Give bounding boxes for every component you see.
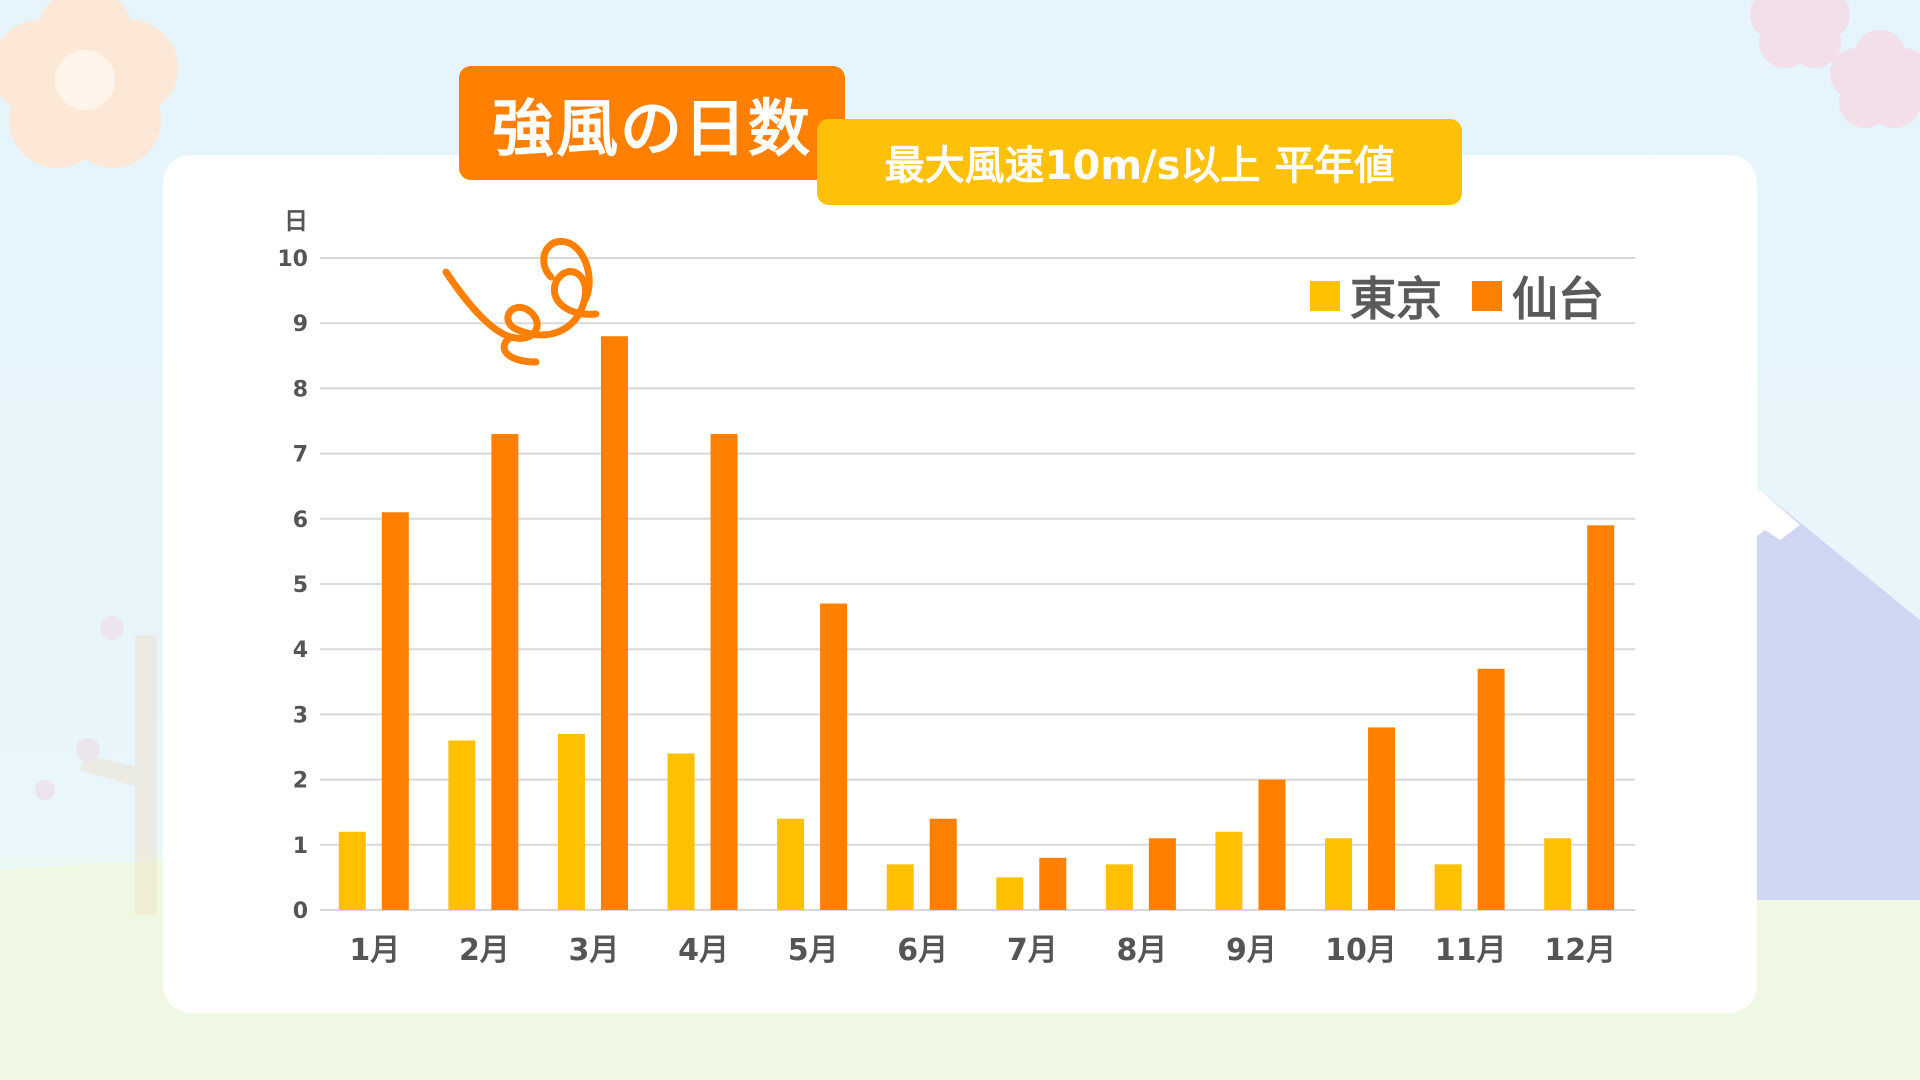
legend-item-sendai: 仙台 — [1472, 263, 1604, 329]
bar-tokyo-4 — [667, 753, 695, 910]
bar-tokyo-10 — [1325, 838, 1353, 910]
gridlines — [320, 257, 1635, 911]
y-tick-label: 7 — [293, 443, 308, 468]
y-tick-label: 3 — [293, 703, 308, 728]
bar-sendai-11 — [1477, 668, 1505, 910]
x-tick-label: 12月 — [1544, 933, 1616, 968]
chart-legend: 東京 仙台 — [1310, 268, 1604, 326]
bar-tokyo-9 — [1215, 831, 1243, 910]
y-axis-unit-label: 日 — [284, 207, 308, 235]
x-tick-label: 6月 — [897, 933, 948, 968]
bar-sendai-1 — [381, 512, 409, 910]
x-tick-label: 5月 — [788, 933, 839, 968]
bar-tokyo-3 — [557, 733, 585, 910]
bar-sendai-8 — [1148, 838, 1176, 910]
tree-branch — [35, 616, 157, 915]
x-tick-label: 7月 — [1007, 933, 1058, 968]
wind-swirl-icon — [442, 237, 600, 366]
y-tick-label: 9 — [293, 312, 308, 337]
plum-blossom-icon — [1750, 0, 1850, 68]
bar-sendai-6 — [929, 818, 957, 910]
bar-sendai-10 — [1368, 727, 1396, 910]
x-tick-label: 1月 — [349, 933, 400, 968]
y-tick-label: 5 — [293, 573, 308, 598]
bar-tokyo-11 — [1434, 864, 1462, 910]
y-tick-label: 4 — [293, 638, 308, 663]
bar-sendai-7 — [1039, 857, 1067, 910]
bar-sendai-4 — [710, 434, 738, 910]
legend-swatch-tokyo — [1310, 281, 1340, 311]
y-tick-label: 10 — [277, 247, 308, 272]
x-tick-label: 4月 — [678, 933, 729, 968]
y-tick-label: 8 — [293, 377, 308, 402]
plum-blossom-icon — [0, 0, 178, 168]
x-tick-label: 9月 — [1226, 933, 1277, 968]
chart-subtitle: 最大風速10m/s以上 平年値 — [817, 119, 1462, 205]
bar-tokyo-8 — [1105, 864, 1133, 910]
y-tick-label: 1 — [293, 834, 308, 859]
x-tick-label: 2月 — [459, 933, 510, 968]
x-tick-label: 3月 — [569, 933, 620, 968]
chart-title: 強風の日数 — [459, 66, 845, 180]
y-tick-label: 0 — [293, 899, 308, 924]
bar-tokyo-12 — [1544, 838, 1572, 910]
bar-sendai-9 — [1258, 779, 1286, 910]
x-tick-label: 8月 — [1116, 933, 1167, 968]
legend-label-sendai: 仙台 — [1512, 272, 1604, 326]
y-tick-label: 6 — [293, 508, 308, 533]
bars — [338, 336, 1615, 910]
bar-tokyo-1 — [338, 831, 366, 910]
legend-swatch-sendai — [1472, 281, 1502, 311]
bar-tokyo-2 — [448, 740, 476, 910]
bar-sendai-12 — [1587, 525, 1615, 910]
legend-item-tokyo: 東京 — [1310, 263, 1442, 329]
x-axis-ticks: 1月 2月 3月 4月 5月 6月 7月 8月 9月 10月 11月 12月 — [349, 933, 1616, 968]
bar-tokyo-7 — [996, 877, 1024, 910]
bar-tokyo-6 — [886, 864, 914, 910]
bar-sendai-2 — [491, 434, 519, 910]
x-tick-label: 11月 — [1435, 933, 1507, 968]
legend-label-tokyo: 東京 — [1350, 272, 1442, 326]
bar-tokyo-5 — [777, 818, 805, 910]
bar-sendai-3 — [600, 336, 628, 910]
y-axis-ticks: 0 1 2 3 4 5 6 7 8 9 10 — [277, 247, 308, 924]
x-tick-label: 10月 — [1325, 933, 1397, 968]
bar-sendai-5 — [820, 603, 848, 910]
plum-blossom-icon — [1830, 30, 1920, 128]
y-tick-label: 2 — [293, 769, 308, 794]
